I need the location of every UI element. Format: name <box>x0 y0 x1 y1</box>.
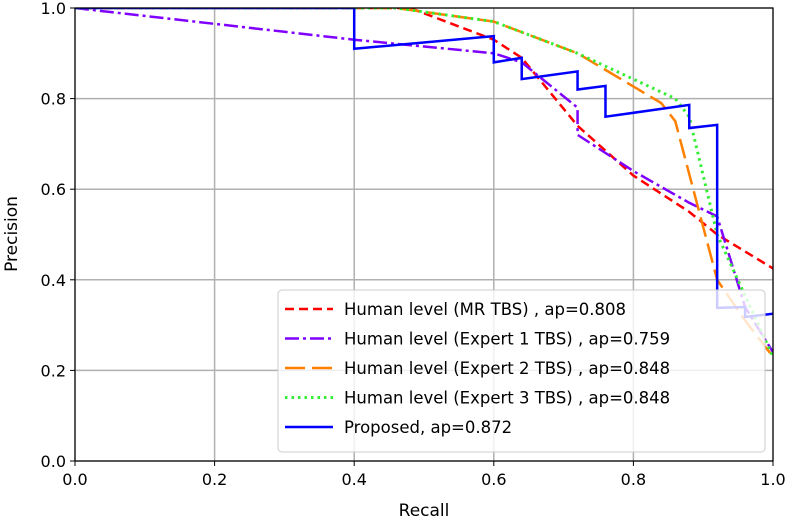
series-line-4 <box>75 8 773 319</box>
y-tick-label: 0.4 <box>41 271 66 290</box>
x-tick-label: 0.4 <box>341 470 366 489</box>
series-line-0 <box>75 8 773 270</box>
plot-frame <box>74 7 774 462</box>
series-line-1 <box>75 8 773 353</box>
y-tick-label: 1.0 <box>41 0 66 18</box>
x-tick-label: 0.0 <box>62 470 87 489</box>
ticks: 0.0 0.2 0.4 0.6 0.8 1.0 0.0 0.2 0.4 0.6 0.8 1.0 <box>41 0 786 489</box>
legend-label: Human level (Expert 1 TBS) , ap=0.759 <box>344 330 670 349</box>
legend: Human level (MR TBS) , ap=0.808 Human lev… <box>277 289 766 453</box>
legend-label: Proposed, ap=0.872 <box>344 418 512 437</box>
y-tick-label: 0.8 <box>41 90 66 109</box>
legend-label: Human level (MR TBS) , ap=0.808 <box>344 300 626 319</box>
y-tick-label: 0.0 <box>41 452 66 471</box>
x-tick-label: 0.8 <box>621 470 646 489</box>
legend-label: Human level (Expert 3 TBS) , ap=0.848 <box>344 389 670 408</box>
legend-box <box>277 289 766 453</box>
y-tick-label: 0.2 <box>41 361 66 380</box>
x-tick-label: 0.6 <box>481 470 506 489</box>
x-tick-label: 1.0 <box>760 470 785 489</box>
y-axis-label: Precision <box>2 196 22 272</box>
x-tick-label: 0.2 <box>202 470 227 489</box>
x-axis-label: Recall <box>399 501 450 521</box>
legend-label: Human level (Expert 2 TBS) , ap=0.848 <box>344 359 670 378</box>
y-tick-label: 0.6 <box>41 180 66 199</box>
